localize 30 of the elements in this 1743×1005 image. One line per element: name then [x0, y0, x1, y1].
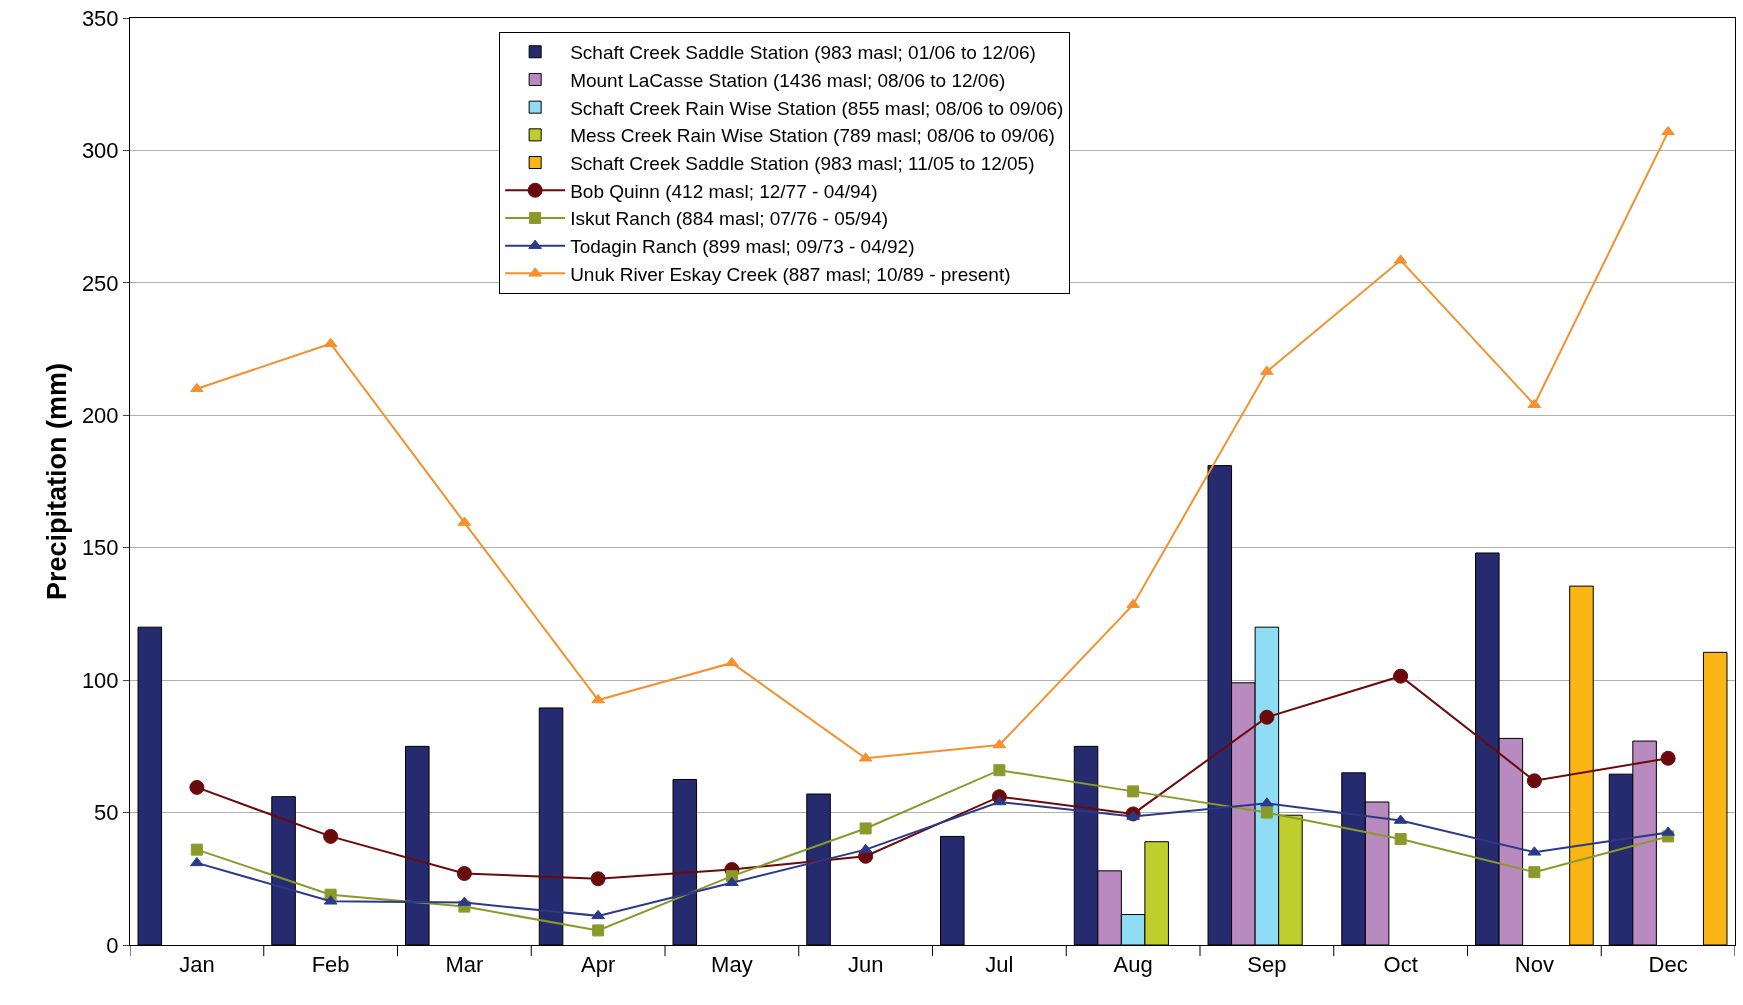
x-tick-label: Mar: [445, 952, 484, 978]
x-tick-label: Jun: [847, 952, 884, 978]
x-tick-label: May: [711, 952, 753, 978]
y-tick-label: 100: [81, 667, 119, 693]
y-tick-label: 350: [81, 5, 119, 31]
x-tick-label: Aug: [1113, 952, 1153, 978]
legend-label: Schaft Creek Saddle Station (983 masl; 01/06 to 12/06): [570, 42, 1036, 64]
x-tick-label: Oct: [1383, 952, 1418, 978]
y-tick-label: 50: [94, 800, 119, 826]
x-tick-label: Apr: [581, 952, 616, 978]
legend-label: Todagin Ranch (899 masl; 09/73 - 04/92): [570, 236, 915, 258]
legend-label: Mount LaCasse Station (1436 masl; 08/06 to 12/06): [570, 69, 1006, 91]
y-tick-label: 300: [81, 138, 119, 164]
x-tick-label: Jul: [985, 952, 1014, 978]
legend-label: Unuk River Eskay Creek (887 masl; 10/89 - present): [570, 263, 1011, 285]
legend-label: Mess Creek Rain Wise Station (789 masl; 08/06 to 09/06): [570, 125, 1055, 147]
x-tick-label: Jan: [179, 952, 215, 978]
x-tick-label: Feb: [311, 952, 350, 978]
x-tick-label: Dec: [1648, 952, 1688, 978]
legend-label: Schaft Creek Rain Wise Station (855 masl; 08/06 to 09/06): [570, 97, 1064, 119]
y-axis-title: Precipitation (mm): [42, 362, 72, 601]
legend-label: Iskut Ranch (884 masl; 07/76 - 05/94): [570, 208, 889, 230]
legend-label: Bob Quinn (412 masl; 12/77 - 04/94): [570, 180, 878, 202]
x-tick-label: Nov: [1514, 952, 1554, 978]
x-tick-label: Sep: [1247, 952, 1287, 978]
legend-label: Schaft Creek Saddle Station (983 masl; 11/05 to 12/05): [570, 152, 1035, 174]
y-tick-label: 250: [81, 270, 119, 296]
y-tick-label: 200: [81, 402, 119, 428]
y-tick-label: 150: [81, 535, 119, 561]
y-tick-label: 0: [106, 932, 119, 958]
